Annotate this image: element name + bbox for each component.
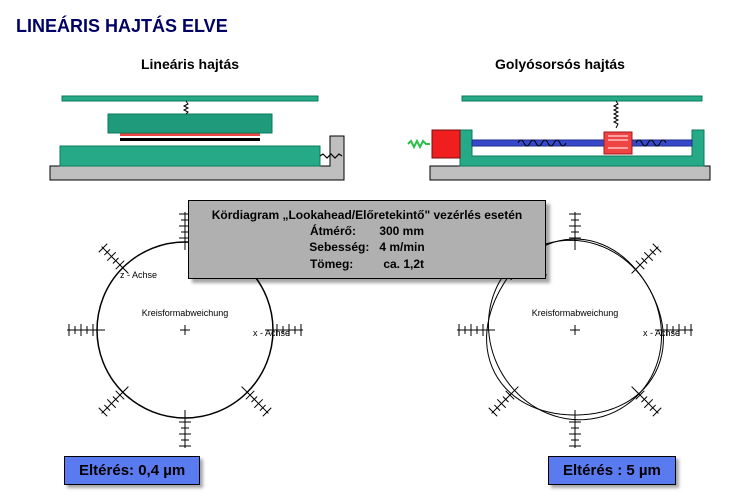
left-subtitle: Lineáris hajtás	[60, 56, 320, 72]
info-title: Kördiagram „Lookahead/Előretekintő" vezé…	[207, 207, 527, 223]
right-drive-diagram	[400, 78, 720, 188]
left-drive-diagram	[30, 78, 355, 188]
info-row-2: Sebesség: 4 m/min	[207, 239, 527, 255]
svg-text:x - Achse: x - Achse	[253, 328, 290, 338]
info-row-3: Tömeg: ca. 1,2t	[207, 256, 527, 272]
left-result: Eltérés: 0,4 µm	[64, 456, 200, 485]
svg-text:x - Achse: x - Achse	[643, 328, 680, 338]
page-title: LINEÁRIS HAJTÁS ELVE	[16, 16, 228, 37]
right-result: Eltérés : 5 µm	[548, 456, 676, 485]
info-row-1: Átmérő: 300 mm	[207, 223, 527, 239]
svg-text:z - Achse: z - Achse	[120, 270, 157, 280]
right-subtitle: Golyósorsós hajtás	[430, 56, 690, 72]
info-panel: Kördiagram „Lookahead/Előretekintő" vezé…	[188, 200, 546, 279]
svg-text:Kreisformabweichung: Kreisformabweichung	[532, 308, 619, 318]
svg-text:Kreisformabweichung: Kreisformabweichung	[142, 308, 229, 318]
